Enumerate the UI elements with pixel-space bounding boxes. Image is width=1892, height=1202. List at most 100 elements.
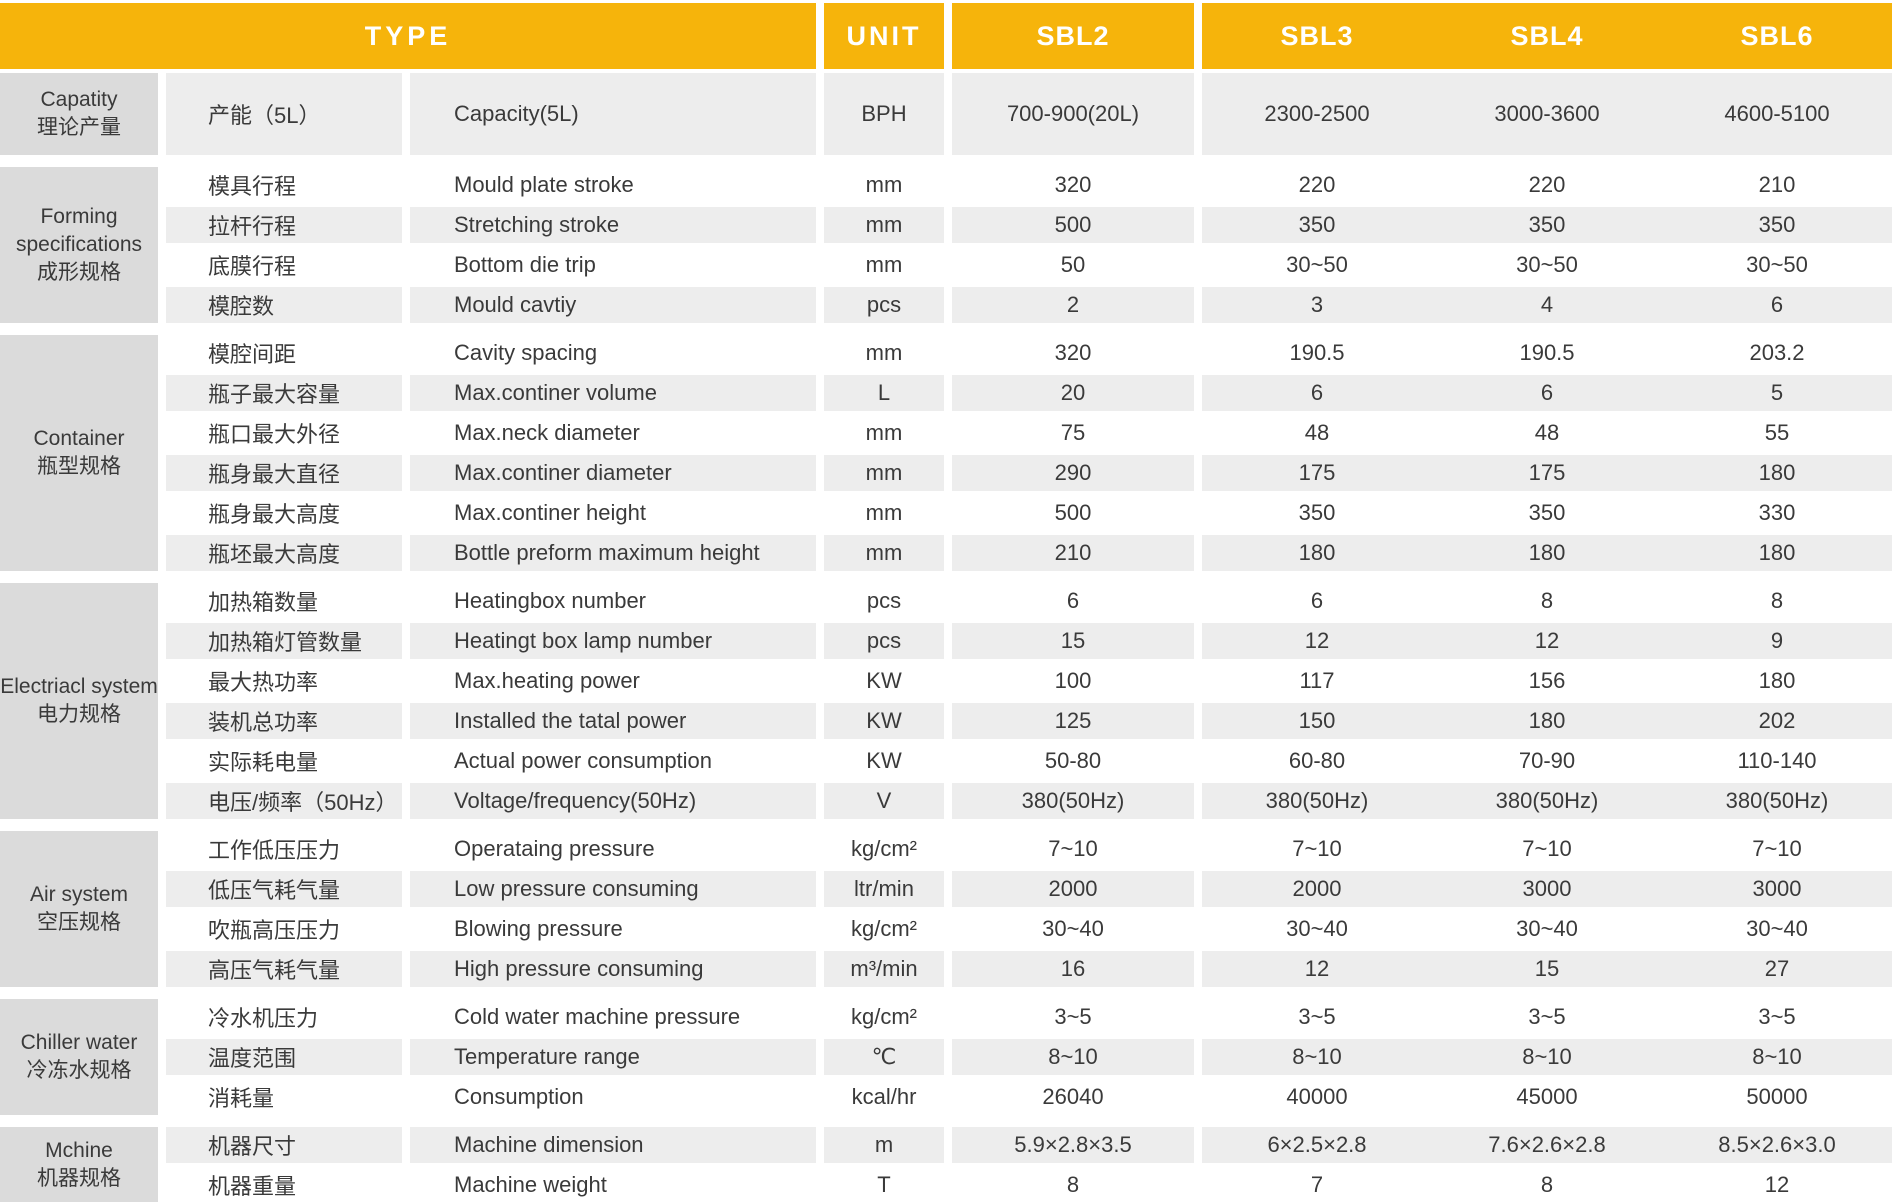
value-sbl4: 7.6×2.6×2.8 (1432, 1127, 1662, 1163)
row-label-en: Capacity(5L) (410, 73, 816, 155)
group-label-cn: 机器规格 (37, 1167, 121, 1190)
group-label: Capatity 理论产量 (0, 73, 158, 155)
value-sbl4: 48 (1432, 415, 1662, 451)
row-label-cn: 电压/频率（50Hz） (166, 783, 402, 819)
row-label-en: Max.continer height (410, 495, 816, 531)
value-sbl6: 3000 (1662, 871, 1892, 907)
row-label-cn: 高压气耗气量 (166, 951, 402, 987)
value-sbl4: 4 (1432, 287, 1662, 323)
group-label-en: Mchine (45, 1139, 113, 1163)
row-label-cn: 冷水机压力 (166, 999, 402, 1035)
value-sbl2: 30~40 (952, 911, 1194, 947)
value-sbl3: 190.5 (1202, 335, 1432, 371)
value-group: 117 156 180 (1202, 663, 1892, 699)
header-model-sbl4: SBL4 (1510, 20, 1584, 51)
value-group: 8~10 8~10 8~10 (1202, 1039, 1892, 1075)
row-unit: kg/cm² (824, 999, 944, 1035)
value-group: 2300-2500 3000-3600 4600-5100 (1202, 73, 1892, 155)
table-row: 模具行程 Mould plate stroke mm 320 220 220 2… (166, 167, 1892, 203)
row-label-cn: 低压气耗气量 (166, 871, 402, 907)
value-group: 220 220 210 (1202, 167, 1892, 203)
value-sbl2: 320 (952, 335, 1194, 371)
table-row: 高压气耗气量 High pressure consuming m³/min 16… (166, 951, 1892, 987)
row-label-en: Mould plate stroke (410, 167, 816, 203)
row-label-en: Heatingt box lamp number (410, 623, 816, 659)
row-unit: mm (824, 335, 944, 371)
group-label-en: Forming specifications (15, 205, 143, 257)
value-sbl2: 15 (952, 623, 1194, 659)
value-sbl2: 210 (952, 535, 1194, 571)
header-model-sbl2: SBL2 (952, 3, 1194, 69)
value-sbl2: 3~5 (952, 999, 1194, 1035)
row-label-cn: 拉杆行程 (166, 207, 402, 243)
value-group: 40000 45000 50000 (1202, 1079, 1892, 1115)
row-label-cn: 最大热功率 (166, 663, 402, 699)
row-label-en: Operataing pressure (410, 831, 816, 867)
table-row: 机器重量 Machine weight T 8 7 8 12 (166, 1167, 1892, 1202)
value-sbl2: 75 (952, 415, 1194, 451)
group-rows: 加热箱数量 Heatingbox number pcs 6 6 8 8 加热箱灯… (166, 583, 1892, 819)
group-label-en: Air system (29, 883, 128, 907)
group-label: Forming specifications 成形规格 (0, 167, 158, 323)
row-label-en: Bottom die trip (410, 247, 816, 283)
row-unit: mm (824, 495, 944, 531)
row-label-en: Bottle preform maximum height (410, 535, 816, 571)
row-label-en: Max.heating power (410, 663, 816, 699)
header-model-sbl6: SBL6 (1740, 20, 1814, 51)
table-row: 电压/频率（50Hz） Voltage/frequency(50Hz) V 38… (166, 783, 1892, 819)
row-label-en: Temperature range (410, 1039, 816, 1075)
value-sbl6: 380(50Hz) (1662, 783, 1892, 819)
value-group: 3 4 6 (1202, 287, 1892, 323)
row-label-en: Blowing pressure (410, 911, 816, 947)
group-label-en: Electriacl system (0, 675, 158, 699)
value-sbl6: 8~10 (1662, 1039, 1892, 1075)
value-sbl3: 12 (1202, 951, 1432, 987)
value-group: 7~10 7~10 7~10 (1202, 831, 1892, 867)
group-label-en: Container (33, 427, 125, 451)
value-sbl2: 320 (952, 167, 1194, 203)
group-label: Air system 空压规格 (0, 831, 158, 987)
row-label-cn: 机器重量 (166, 1167, 402, 1202)
value-sbl2: 16 (952, 951, 1194, 987)
group-label-en: Capatity (40, 88, 118, 112)
spec-group: Chiller water 冷冻水规格 冷水机压力 Cold water mac… (0, 999, 1892, 1115)
row-label-cn: 加热箱数量 (166, 583, 402, 619)
value-sbl3: 8~10 (1202, 1039, 1432, 1075)
row-label-en: High pressure consuming (410, 951, 816, 987)
value-group: 6 6 5 (1202, 375, 1892, 411)
group-label: Mchine 机器规格 (0, 1127, 158, 1202)
row-label-cn: 瓶身最大高度 (166, 495, 402, 531)
row-label-en: Cavity spacing (410, 335, 816, 371)
value-sbl3: 6×2.5×2.8 (1202, 1127, 1432, 1163)
row-label-cn: 机器尺寸 (166, 1127, 402, 1163)
value-sbl3: 350 (1202, 207, 1432, 243)
value-sbl6: 7~10 (1662, 831, 1892, 867)
value-group: 180 180 180 (1202, 535, 1892, 571)
row-unit: mm (824, 247, 944, 283)
value-sbl6: 9 (1662, 623, 1892, 659)
value-group: 60-80 70-90 110-140 (1202, 743, 1892, 779)
value-sbl4: 8 (1432, 583, 1662, 619)
value-sbl3: 7 (1202, 1167, 1432, 1202)
value-sbl6: 180 (1662, 535, 1892, 571)
group-label-cn: 电力规格 (37, 703, 121, 726)
value-sbl2: 380(50Hz) (952, 783, 1194, 819)
row-label-cn: 底膜行程 (166, 247, 402, 283)
value-sbl6: 30~50 (1662, 247, 1892, 283)
value-sbl2: 6 (952, 583, 1194, 619)
value-sbl3: 350 (1202, 495, 1432, 531)
row-unit: BPH (824, 73, 944, 155)
group-label-cn: 冷冻水规格 (26, 1059, 132, 1082)
table-row: 加热箱数量 Heatingbox number pcs 6 6 8 8 (166, 583, 1892, 619)
value-sbl4: 350 (1432, 207, 1662, 243)
value-sbl4: 3000 (1432, 871, 1662, 907)
value-sbl4: 30~50 (1432, 247, 1662, 283)
row-label-cn: 瓶身最大直径 (166, 455, 402, 491)
table-row: 模腔数 Mould cavtiy pcs 2 3 4 6 (166, 287, 1892, 323)
row-unit: L (824, 375, 944, 411)
value-sbl6: 330 (1662, 495, 1892, 531)
value-sbl2: 5.9×2.8×3.5 (952, 1127, 1194, 1163)
value-sbl3: 60-80 (1202, 743, 1432, 779)
group-label: Chiller water 冷冻水规格 (0, 999, 158, 1115)
value-sbl3: 40000 (1202, 1079, 1432, 1115)
